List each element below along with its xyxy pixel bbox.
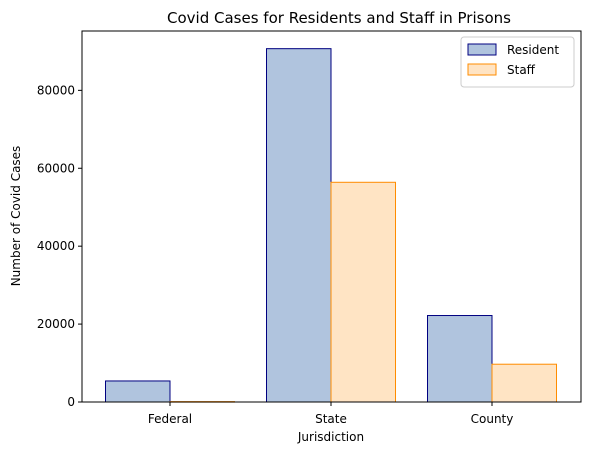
x-tick-label-federal: Federal bbox=[148, 412, 192, 426]
y-axis-label: Number of Covid Cases bbox=[9, 146, 23, 287]
x-tick-label-county: County bbox=[471, 412, 514, 426]
legend: Resident Staff bbox=[460, 36, 575, 88]
bar-staff-state bbox=[330, 181, 396, 403]
y-tick-label: 40000 bbox=[37, 239, 75, 253]
bar-resident-county bbox=[427, 315, 493, 403]
x-tick-label-state: State bbox=[315, 412, 347, 426]
legend-label-resident: Resident bbox=[507, 43, 559, 57]
x-axis: Federal State County bbox=[148, 402, 514, 426]
y-tick-label: 80000 bbox=[37, 83, 75, 97]
chart-title: Covid Cases for Residents and Staff in P… bbox=[167, 9, 511, 27]
legend-swatch-staff bbox=[467, 63, 497, 76]
legend-swatch-resident bbox=[467, 43, 497, 56]
y-tick-label: 0 bbox=[67, 395, 75, 409]
bar-resident-federal bbox=[105, 380, 171, 403]
legend-label-staff: Staff bbox=[507, 63, 536, 77]
y-tick-label: 60000 bbox=[37, 161, 75, 175]
bars-group bbox=[105, 48, 557, 403]
y-tick-label: 20000 bbox=[37, 317, 75, 331]
bar-resident-state bbox=[266, 48, 332, 403]
x-axis-label: Jurisdiction bbox=[297, 430, 364, 444]
bar-staff-county bbox=[491, 363, 557, 403]
y-axis: 0 20000 40000 60000 80000 bbox=[37, 83, 82, 409]
